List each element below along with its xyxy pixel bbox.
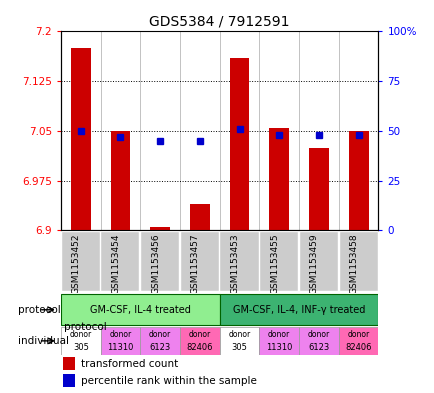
Bar bbox=[219, 294, 378, 325]
Bar bbox=[71, 48, 90, 230]
Text: 6123: 6123 bbox=[149, 343, 171, 353]
Text: percentile rank within the sample: percentile rank within the sample bbox=[81, 376, 256, 386]
Bar bbox=[100, 327, 140, 355]
Text: GSM1153459: GSM1153459 bbox=[309, 233, 318, 294]
Text: GSM1153454: GSM1153454 bbox=[111, 233, 120, 294]
FancyBboxPatch shape bbox=[62, 232, 99, 292]
Text: donor: donor bbox=[307, 330, 329, 339]
Text: 82406: 82406 bbox=[345, 343, 371, 353]
Text: 82406: 82406 bbox=[186, 343, 213, 353]
Text: 305: 305 bbox=[72, 343, 89, 353]
Text: donor: donor bbox=[188, 330, 210, 339]
Title: GDS5384 / 7912591: GDS5384 / 7912591 bbox=[149, 15, 289, 29]
Text: donor: donor bbox=[109, 330, 131, 339]
Text: donor: donor bbox=[347, 330, 369, 339]
Text: donor: donor bbox=[149, 330, 171, 339]
Text: 6123: 6123 bbox=[308, 343, 329, 353]
Text: donor: donor bbox=[228, 330, 250, 339]
Text: GM-CSF, IL-4, INF-γ treated: GM-CSF, IL-4, INF-γ treated bbox=[232, 305, 365, 315]
Text: protocol: protocol bbox=[18, 305, 61, 315]
Text: GSM1153455: GSM1153455 bbox=[270, 233, 279, 294]
Bar bbox=[61, 327, 100, 355]
Text: individual: individual bbox=[18, 336, 69, 346]
Text: GSM1153458: GSM1153458 bbox=[349, 233, 358, 294]
FancyBboxPatch shape bbox=[260, 232, 298, 292]
Bar bbox=[190, 204, 209, 230]
Bar bbox=[180, 327, 219, 355]
Bar bbox=[219, 327, 259, 355]
Text: transformed count: transformed count bbox=[81, 359, 178, 369]
Text: GSM1153452: GSM1153452 bbox=[72, 233, 81, 294]
FancyBboxPatch shape bbox=[101, 232, 139, 292]
Text: GSM1153457: GSM1153457 bbox=[191, 233, 199, 294]
Bar bbox=[63, 374, 75, 387]
Text: 11310: 11310 bbox=[266, 343, 292, 353]
Text: 11310: 11310 bbox=[107, 343, 133, 353]
Bar bbox=[61, 294, 219, 325]
Bar bbox=[63, 357, 75, 370]
Bar bbox=[110, 131, 130, 230]
Bar bbox=[229, 58, 249, 230]
FancyBboxPatch shape bbox=[181, 232, 218, 292]
Bar bbox=[150, 227, 170, 230]
FancyBboxPatch shape bbox=[299, 232, 337, 292]
Text: GSM1153453: GSM1153453 bbox=[230, 233, 239, 294]
Bar bbox=[308, 147, 328, 230]
FancyBboxPatch shape bbox=[339, 232, 377, 292]
Text: protocol: protocol bbox=[64, 322, 107, 332]
Bar bbox=[348, 131, 368, 230]
Bar bbox=[269, 128, 289, 230]
Text: GM-CSF, IL-4 treated: GM-CSF, IL-4 treated bbox=[90, 305, 190, 315]
Bar bbox=[299, 327, 338, 355]
FancyBboxPatch shape bbox=[141, 232, 179, 292]
Bar bbox=[140, 327, 180, 355]
Bar bbox=[338, 327, 378, 355]
Text: 305: 305 bbox=[231, 343, 247, 353]
Bar bbox=[259, 327, 299, 355]
Text: donor: donor bbox=[69, 330, 92, 339]
Text: GSM1153456: GSM1153456 bbox=[151, 233, 160, 294]
Text: donor: donor bbox=[267, 330, 289, 339]
FancyBboxPatch shape bbox=[220, 232, 258, 292]
